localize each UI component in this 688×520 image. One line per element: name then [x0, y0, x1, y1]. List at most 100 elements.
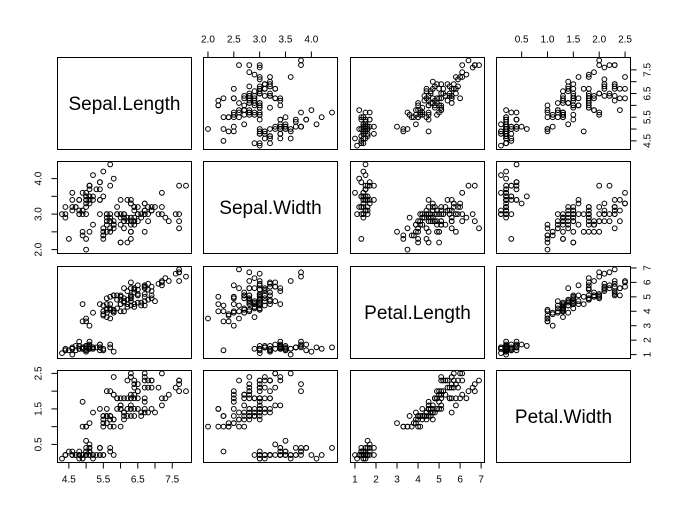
data-point	[110, 225, 117, 232]
data-point	[141, 370, 148, 377]
data-point	[83, 315, 89, 322]
data-point	[76, 455, 83, 462]
data-point	[100, 413, 107, 419]
data-point	[121, 395, 127, 402]
data-point	[236, 308, 242, 315]
data-point	[575, 282, 582, 289]
data-point	[360, 135, 367, 142]
data-point	[360, 200, 367, 207]
data-point	[415, 228, 422, 235]
data-point	[544, 236, 551, 242]
data-point	[256, 409, 263, 416]
data-point	[145, 377, 152, 384]
data-point	[601, 207, 608, 214]
data-point	[415, 239, 422, 246]
data-point	[107, 211, 114, 218]
data-point	[79, 211, 86, 218]
data-point	[427, 211, 434, 218]
data-point	[103, 413, 110, 419]
data-point	[554, 107, 561, 113]
data-point	[69, 345, 76, 352]
data-point	[69, 351, 76, 358]
data-point	[261, 395, 268, 402]
data-point	[256, 448, 263, 455]
data-point	[298, 273, 304, 280]
data-point	[141, 374, 148, 380]
panel-Sepal.Width-vs-Sepal.Length	[57, 161, 192, 254]
data-point	[611, 291, 618, 297]
data-point	[565, 121, 572, 128]
data-point	[220, 308, 227, 315]
data-point	[298, 57, 304, 64]
data-point	[241, 102, 248, 109]
data-point	[62, 214, 69, 221]
data-point	[394, 228, 400, 235]
data-point	[79, 345, 86, 352]
data-point	[436, 228, 443, 235]
data-point	[230, 391, 237, 398]
data-point	[100, 302, 107, 309]
data-point	[267, 280, 273, 287]
data-point	[138, 413, 145, 419]
data-point	[128, 302, 134, 309]
data-point	[261, 85, 268, 92]
data-point	[148, 406, 155, 412]
data-point	[100, 420, 107, 427]
data-point	[272, 341, 279, 348]
data-point	[425, 228, 432, 235]
data-point	[358, 179, 365, 186]
data-point	[554, 114, 561, 121]
data-point	[128, 197, 134, 203]
data-point	[544, 306, 551, 313]
data-point	[86, 322, 93, 329]
data-point	[124, 413, 131, 419]
data-point	[444, 384, 451, 391]
data-point	[215, 97, 222, 104]
panel-Sepal.Width-vs-Petal.Length	[350, 161, 485, 254]
data-point	[498, 121, 504, 128]
data-point	[83, 246, 89, 253]
data-point	[220, 347, 227, 354]
data-point	[93, 452, 100, 458]
data-point	[503, 126, 510, 132]
data-point	[362, 186, 369, 193]
data-point	[364, 193, 371, 200]
data-point	[90, 172, 96, 179]
data-point	[570, 95, 577, 102]
data-point	[611, 266, 618, 273]
data-point	[415, 413, 422, 419]
data-point	[394, 420, 400, 427]
data-point	[90, 452, 96, 458]
data-point	[277, 452, 284, 458]
data-point	[544, 315, 551, 322]
data-point	[606, 285, 613, 292]
data-point	[128, 406, 134, 412]
data-point	[498, 142, 504, 149]
data-point	[261, 285, 268, 292]
data-point	[117, 296, 124, 303]
data-point	[601, 93, 608, 99]
data-point	[97, 197, 103, 203]
data-point	[230, 109, 237, 116]
data-point	[251, 285, 258, 292]
data-point	[457, 74, 464, 80]
data-point	[76, 338, 83, 345]
data-point	[97, 301, 103, 308]
data-point	[408, 114, 415, 121]
data-point	[236, 409, 242, 416]
data-point	[79, 423, 86, 430]
data-point	[471, 218, 478, 225]
data-point	[93, 186, 100, 193]
data-point	[591, 293, 597, 300]
data-point	[236, 315, 242, 322]
data-point	[86, 193, 93, 200]
data-point	[256, 74, 263, 80]
data-point	[513, 179, 520, 186]
data-point	[121, 308, 127, 315]
data-point	[90, 344, 96, 351]
data-point	[230, 301, 237, 308]
data-point	[138, 214, 145, 221]
tick-label: 2	[373, 475, 379, 486]
data-point	[131, 286, 138, 293]
data-point	[103, 214, 110, 221]
